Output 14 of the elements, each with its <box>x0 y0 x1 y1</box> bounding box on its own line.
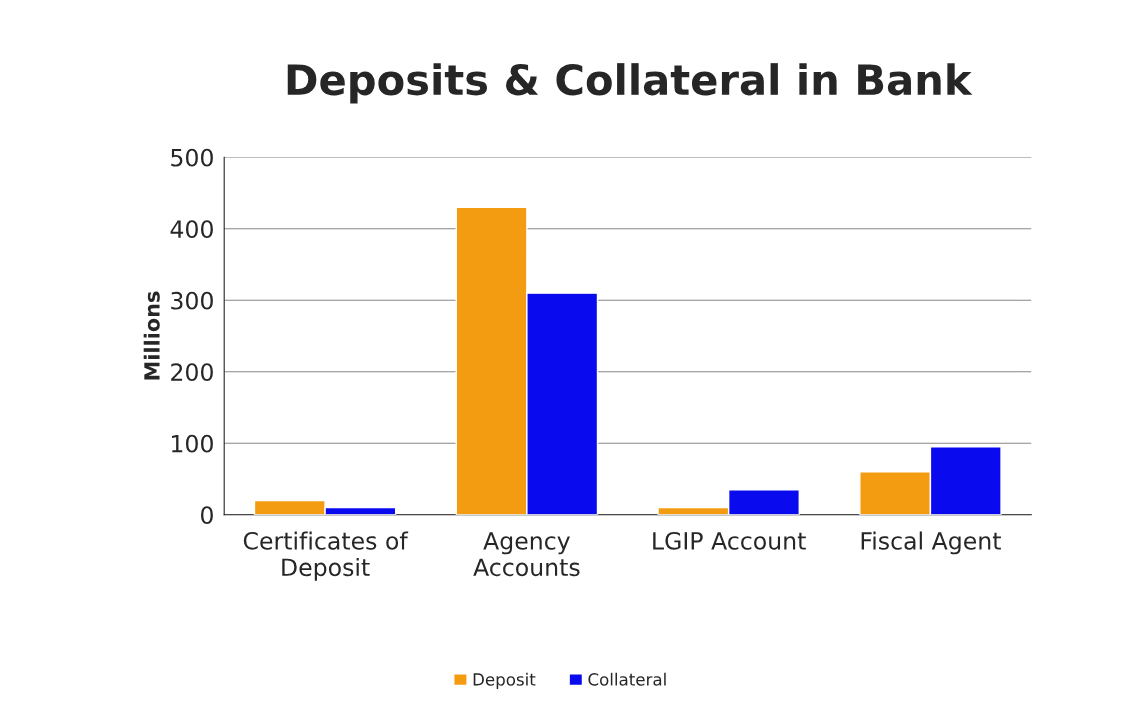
y-tick-label: 100 <box>172 434 213 453</box>
y-tick-label: 300 <box>171 291 213 310</box>
x-tick-label: Agency Accounts <box>473 532 580 577</box>
chart-title: Deposits & Collateral in Bank <box>287 63 973 104</box>
y-tick-label: 400 <box>170 220 213 239</box>
y-tick-label: 0 <box>201 506 213 525</box>
y-axis-title: Millions <box>143 291 160 380</box>
x-tick-label: LGIP Account <box>653 531 806 550</box>
y-tick-label: 200 <box>171 363 213 382</box>
legend-label: Deposit <box>473 672 536 689</box>
x-tick-label: Fiscal Agent <box>861 531 1001 555</box>
y-tick-label: 500 <box>171 148 213 167</box>
legend-label: Collateral <box>588 672 666 686</box>
x-tick-label: Certificates of Deposit <box>243 531 409 581</box>
